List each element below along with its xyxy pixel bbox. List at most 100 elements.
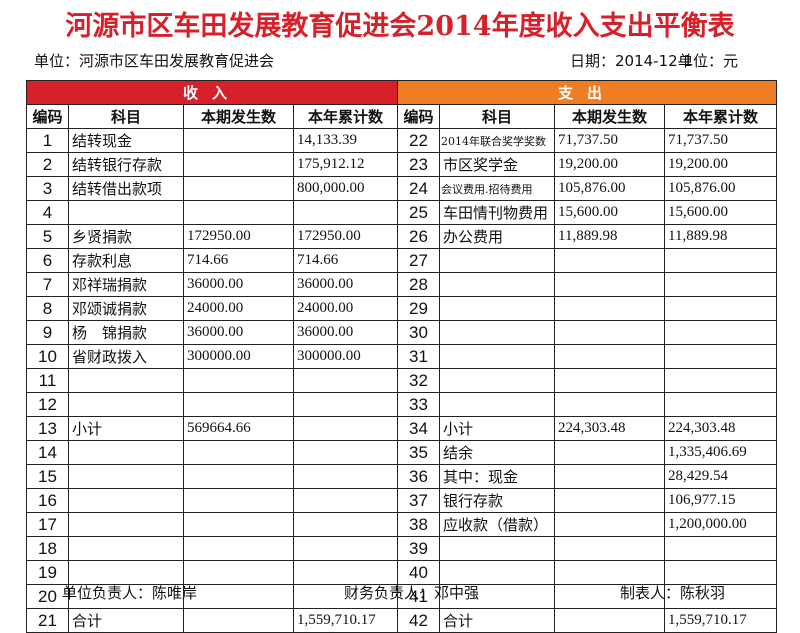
income-code-cell: 11 <box>26 368 69 393</box>
expense-current-cell: 224,303.48 <box>554 416 666 441</box>
income-code-header: 编码 <box>26 104 69 129</box>
income-current-cell: 36000.00 <box>183 320 294 345</box>
expense-code-cell: 32 <box>397 368 441 393</box>
expense-ytd-cell: 71,737.50 <box>664 128 778 153</box>
expense-ytd-cell: 105,876.00 <box>664 176 778 201</box>
income-current-cell: 36000.00 <box>183 272 294 297</box>
expense-code-cell: 27 <box>397 248 441 273</box>
expense-code-cell: 41 <box>397 584 441 609</box>
expense-subject-cell: 合计 <box>439 608 556 633</box>
expense-subject-cell: 市区奖学金 <box>439 152 556 177</box>
expense-code-cell: 31 <box>397 344 441 369</box>
expense-code-cell: 39 <box>397 536 441 561</box>
expense-code-cell: 34 <box>397 416 441 441</box>
expense-subject-cell <box>439 296 556 321</box>
income-code-cell: 14 <box>26 440 69 465</box>
expense-ytd-cell <box>664 248 778 273</box>
table-row: 6 存款利息 714.66 714.66 27 <box>26 248 778 273</box>
expense-ytd-cell <box>664 392 778 417</box>
table-row: 13 小计 569664.66 34 小计 224,303.48 224,303.48 <box>26 416 778 441</box>
expense-ytd-cell: 106,977.15 <box>664 488 778 513</box>
expense-ytd-cell <box>664 296 778 321</box>
income-ytd-cell <box>292 512 399 537</box>
expense-ytd-cell: 1,200,000.00 <box>664 512 778 537</box>
expense-code-cell: 42 <box>397 608 441 633</box>
expense-code-cell: 26 <box>397 224 441 249</box>
expense-code-header: 编码 <box>397 104 441 129</box>
expense-subject-cell: 其中：现金 <box>439 464 556 489</box>
table-row: 17 38 应收款（借款） 1,200,000.00 <box>26 512 778 537</box>
income-code-cell: 9 <box>26 320 69 345</box>
expense-ytd-cell: 15,600.00 <box>664 200 778 225</box>
expense-subject-cell: 小计 <box>439 416 556 441</box>
expense-ytd-cell <box>664 320 778 345</box>
income-subject-cell <box>68 512 184 537</box>
expense-subject-cell <box>439 320 556 345</box>
expense-current-cell <box>554 392 666 417</box>
income-ytd-cell <box>292 560 399 585</box>
expense-band: 支出 <box>397 80 778 105</box>
expense-current-cell: 11,889.98 <box>554 224 666 249</box>
expense-current-cell <box>554 344 666 369</box>
expense-subject-cell <box>439 536 556 561</box>
income-subject-cell <box>68 560 184 585</box>
income-subject-cell <box>68 200 184 225</box>
expense-ytd-cell: 19,200.00 <box>664 152 778 177</box>
income-ytd-cell <box>292 440 399 465</box>
income-ytd-cell: 300000.00 <box>292 344 399 369</box>
expense-subject-cell <box>439 368 556 393</box>
income-ytd-cell <box>292 200 399 225</box>
income-subject-cell: 乡贤捐款 <box>68 224 184 249</box>
income-code-cell: 19 <box>26 560 69 585</box>
expense-current-cell: 15,600.00 <box>554 200 666 225</box>
table-row: 19 40 <box>26 560 778 585</box>
income-current-cell <box>183 464 294 489</box>
expense-ytd-cell: 224,303.48 <box>664 416 778 441</box>
expense-subject-cell <box>439 584 556 609</box>
expense-subject-cell: 办公费用 <box>439 224 556 249</box>
expense-current-cell <box>554 464 666 489</box>
expense-current-cell: 105,876.00 <box>554 176 666 201</box>
page-title: 河源市区车田发展教育促进会2014年度收入支出平衡表 <box>65 11 735 42</box>
expense-ytd-cell <box>664 344 778 369</box>
income-current-cell <box>183 392 294 417</box>
income-ytd-cell <box>292 536 399 561</box>
expense-current-cell <box>554 320 666 345</box>
income-code-cell: 18 <box>26 536 69 561</box>
expense-ytd-cell <box>664 536 778 561</box>
expense-code-cell: 35 <box>397 440 441 465</box>
income-code-cell: 16 <box>26 488 69 513</box>
expense-code-cell: 33 <box>397 392 441 417</box>
income-band: 收入 <box>25 80 399 105</box>
expense-subject-cell <box>439 560 556 585</box>
income-subject-cell <box>68 584 184 609</box>
income-code-cell: 10 <box>26 344 69 369</box>
income-current-cell <box>183 152 294 177</box>
expense-code-cell: 23 <box>397 152 441 177</box>
unit-head-signature: 单位负责人：陈唯岸 <box>62 584 198 602</box>
expense-code-cell: 38 <box>397 512 441 537</box>
expense-subject-cell: 银行存款 <box>439 488 556 513</box>
income-current-cell: 172950.00 <box>183 224 294 249</box>
expense-ytd-cell: 1,559,710.17 <box>664 608 778 633</box>
table-row: 12 33 <box>26 392 778 417</box>
expense-code-cell: 40 <box>397 560 441 585</box>
income-ytd-cell <box>292 416 399 441</box>
table-row: 5 乡贤捐款 172950.00 172950.00 26 办公费用 11,889.98 11… <box>26 224 778 249</box>
expense-current-cell <box>554 368 666 393</box>
income-current-cell <box>183 608 294 633</box>
income-subject-cell: 省财政拨入 <box>68 344 184 369</box>
income-ytd-cell <box>292 368 399 393</box>
income-ytd-cell: 24000.00 <box>292 296 399 321</box>
income-current-header: 本期发生数 <box>183 104 294 129</box>
expense-current-cell <box>554 560 666 585</box>
expense-ytd-cell: 28,429.54 <box>664 464 778 489</box>
income-ytd-cell <box>292 464 399 489</box>
date-label: 日期：2014-12-1 <box>570 52 693 70</box>
expense-current-cell <box>554 272 666 297</box>
income-current-cell <box>183 560 294 585</box>
income-current-cell <box>183 200 294 225</box>
table-row: 21 合计 1,559,710.17 42 合计 1,559,710.17 <box>26 608 778 633</box>
expense-ytd-cell <box>664 560 778 585</box>
income-ytd-cell: 14,133.39 <box>292 128 399 153</box>
